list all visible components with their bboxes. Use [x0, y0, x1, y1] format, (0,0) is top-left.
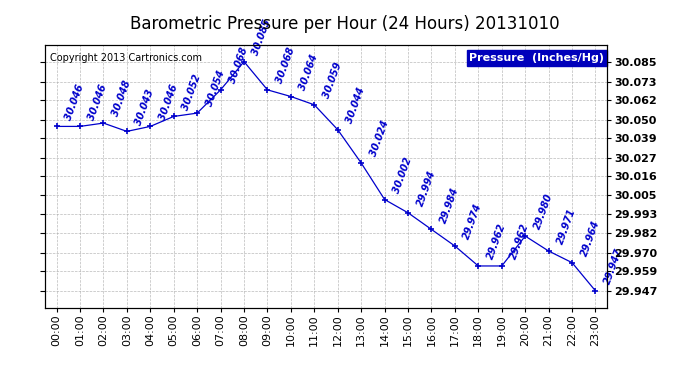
Text: 30.064: 30.064 [298, 53, 320, 92]
Text: 29.984: 29.984 [438, 186, 461, 225]
Text: 29.994: 29.994 [415, 169, 437, 208]
Text: 29.974: 29.974 [462, 202, 484, 241]
Text: 30.052: 30.052 [181, 73, 203, 111]
Text: 30.048: 30.048 [110, 80, 132, 118]
Text: 29.971: 29.971 [555, 207, 578, 246]
Text: 29.962: 29.962 [485, 222, 508, 261]
Text: 30.046: 30.046 [63, 83, 86, 122]
Text: Copyright 2013 Cartronics.com: Copyright 2013 Cartronics.com [50, 53, 202, 63]
Text: 29.980: 29.980 [532, 192, 554, 231]
Text: 30.024: 30.024 [368, 119, 391, 158]
Text: 30.068: 30.068 [275, 46, 297, 85]
Text: 30.085: 30.085 [251, 18, 273, 57]
Text: 30.002: 30.002 [391, 156, 414, 195]
Text: 30.046: 30.046 [157, 83, 179, 122]
Text: 30.059: 30.059 [322, 61, 344, 100]
Text: 30.043: 30.043 [134, 88, 156, 126]
Text: 30.054: 30.054 [204, 69, 226, 108]
Text: 29.947: 29.947 [602, 247, 624, 286]
Text: 29.964: 29.964 [579, 219, 601, 258]
Text: 29.962: 29.962 [509, 222, 531, 261]
Text: 30.046: 30.046 [87, 83, 109, 122]
Text: Pressure  (Inches/Hg): Pressure (Inches/Hg) [469, 53, 604, 63]
Text: 30.044: 30.044 [345, 86, 367, 125]
Text: 30.068: 30.068 [228, 46, 250, 85]
Text: Barometric Pressure per Hour (24 Hours) 20131010: Barometric Pressure per Hour (24 Hours) … [130, 15, 560, 33]
